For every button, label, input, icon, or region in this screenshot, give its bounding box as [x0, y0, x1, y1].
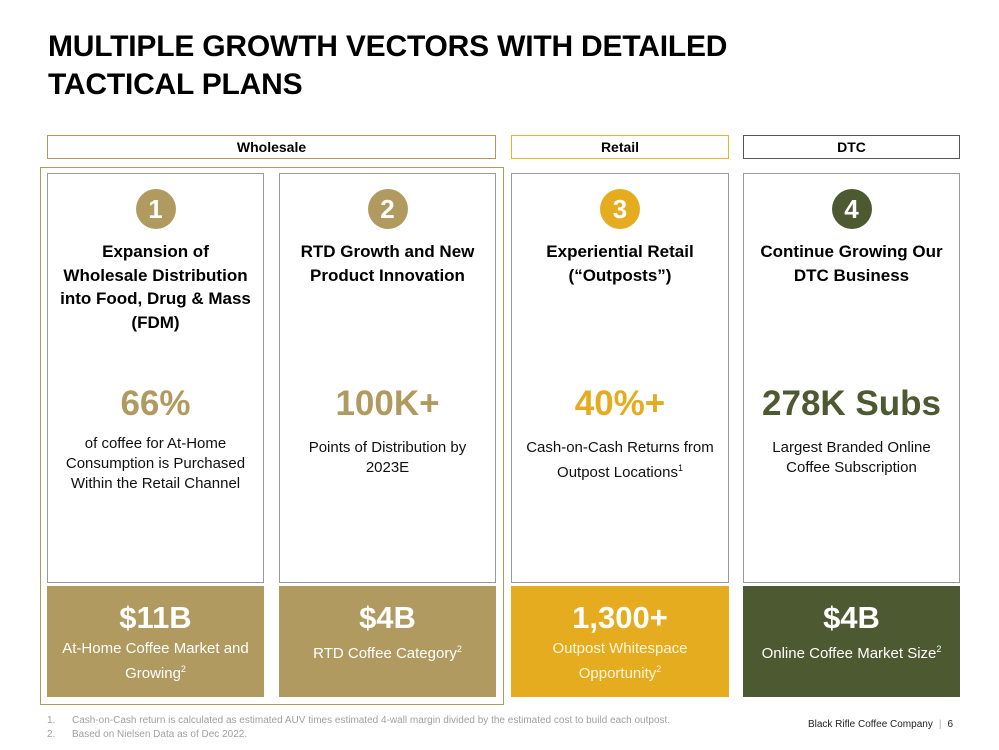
market-size-label-text: RTD Coffee Category — [313, 645, 457, 662]
market-size-label: At-Home Coffee Market and Growing2 — [47, 639, 264, 684]
card-heading: RTD Growth and New Product Innovation — [300, 242, 475, 285]
market-size-value: $4B — [359, 600, 416, 635]
card-heading: Expansion of Wholesale Distribution into… — [60, 242, 251, 332]
card-stat: 278K Subs — [762, 384, 941, 423]
card-description-text: Points of Distribution by 2023E — [308, 439, 467, 476]
growth-card-rtd: 2 RTD Growth and New Product Innovation … — [279, 173, 496, 583]
footnote-item: 1. Cash-on-Cash return is calculated as e… — [47, 714, 670, 728]
footnote-ref: 2 — [656, 664, 662, 674]
card-description: Largest Branded Online Coffee Subscripti… — [756, 438, 947, 478]
card-heading: Continue Growing Our DTC Business — [760, 242, 943, 285]
card-description-text: Cash-on-Cash Returns from Outpost Locati… — [526, 439, 714, 481]
card-description: Cash-on-Cash Returns from Outpost Locati… — [524, 438, 716, 483]
footnote-number: 2. — [47, 729, 56, 740]
wholesale-group-frame — [40, 167, 504, 705]
footnote-text: Cash-on-Cash return is calculated as est… — [72, 715, 671, 726]
market-size-box-rtd: $4B RTD Coffee Category2 — [279, 586, 496, 697]
market-size-value: 1,300+ — [572, 600, 668, 635]
card-description: of coffee for At-Home Consumption is Pur… — [60, 434, 251, 494]
market-size-label-text: At-Home Coffee Market and Growing — [62, 640, 249, 682]
market-size-box-dtc: $4B Online Coffee Market Size2 — [743, 586, 960, 697]
footnote-number: 1. — [47, 715, 56, 726]
section-header-retail: Retail — [511, 135, 729, 159]
market-size-value: $4B — [823, 600, 880, 635]
market-size-box-wholesale-fdm: $11B At-Home Coffee Market and Growing2 — [47, 586, 264, 697]
footnote-ref: 2 — [936, 644, 942, 654]
footnote-text: Based on Nielsen Data as of Dec 2022. — [72, 729, 248, 740]
number-badge: 4 — [831, 189, 872, 229]
market-size-label: RTD Coffee Category2 — [279, 639, 496, 664]
footnote-ref: 1 — [677, 463, 683, 473]
number-badge: 3 — [600, 189, 640, 229]
market-size-label: Online Coffee Market Size2 — [743, 639, 960, 664]
card-heading: Experiential Retail (“Outposts”) — [546, 242, 694, 285]
company-name: Black Rifle Coffee Company — [807, 719, 933, 730]
market-size-label-text: Outpost Whitespace Opportunity — [552, 640, 688, 682]
market-size-label-text: Online Coffee Market Size — [761, 645, 937, 662]
growth-card-dtc: 4 Continue Growing Our DTC Business 278K… — [743, 173, 960, 583]
market-size-box-retail-outposts: 1,300+ Outpost Whitespace Opportunity2 — [511, 586, 729, 697]
number-badge: 1 — [135, 189, 176, 229]
footer-separator: | — [938, 719, 942, 730]
market-size-label: Outpost Whitespace Opportunity2 — [511, 639, 729, 684]
footnote-ref: 2 — [456, 644, 462, 654]
growth-card-retail-outposts: 3 Experiential Retail (“Outposts”) 40%+ … — [511, 173, 729, 583]
section-header-wholesale: Wholesale — [47, 135, 496, 159]
section-header-dtc: DTC — [743, 135, 960, 159]
footnotes: 1. Cash-on-Cash return is calculated as e… — [47, 714, 670, 742]
company-footer: Black Rifle Coffee Company | 6 — [808, 719, 953, 730]
market-size-value: $11B — [119, 600, 192, 635]
card-stat: 100K+ — [335, 384, 440, 423]
card-description-text: of coffee for At-Home Consumption is Pur… — [65, 435, 246, 492]
footnote-item: 2. Based on Nielsen Data as of Dec 2022. — [47, 728, 670, 742]
card-description-text: Largest Branded Online Coffee Subscripti… — [772, 439, 931, 476]
page-number: 6 — [947, 719, 953, 730]
growth-card-wholesale-fdm: 1 Expansion of Wholesale Distribution in… — [47, 173, 264, 583]
number-badge: 2 — [367, 189, 408, 229]
card-stat: 66% — [120, 384, 191, 423]
card-stat: 40%+ — [574, 384, 666, 423]
footnote-ref: 2 — [180, 664, 186, 674]
card-description: Points of Distribution by 2023E — [292, 438, 483, 478]
slide-title: MULTIPLE GROWTH VECTORS WITH DETAILED TA… — [48, 30, 728, 101]
